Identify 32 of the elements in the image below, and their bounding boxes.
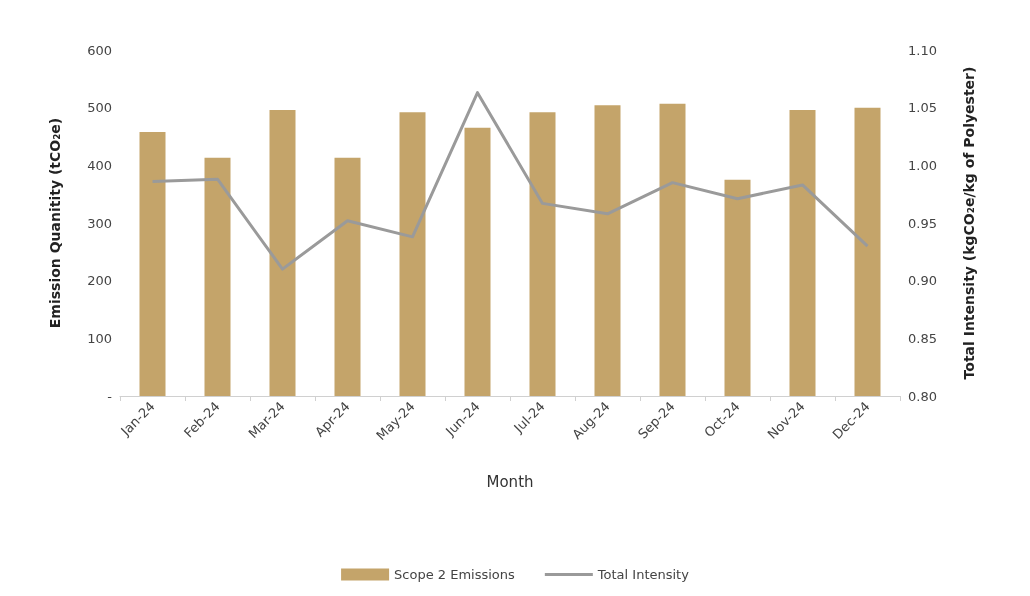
line-series [151, 91, 869, 271]
legend-label: Scope 2 Emissions [394, 567, 516, 582]
bar [139, 131, 166, 396]
y2-tick-label: 0.95 [908, 215, 937, 231]
y-tick-label: 200 [87, 273, 112, 289]
bar [594, 105, 621, 396]
y2-tick-label: 1.00 [908, 157, 937, 173]
y2-tick-label: 0.85 [908, 330, 937, 346]
y-tick-label: 500 [87, 100, 112, 116]
x-axis-title: Month [486, 472, 534, 491]
bar [854, 107, 881, 396]
bar [204, 157, 231, 396]
y2-tick-label: 0.90 [908, 273, 937, 289]
y-tick-label: - [107, 388, 113, 404]
y-tick-label: 300 [87, 215, 112, 231]
legend-label: Total Intensity [596, 567, 690, 582]
bar [334, 157, 361, 396]
y-tick-label: 400 [87, 157, 112, 173]
bar [399, 112, 426, 396]
y-axis-title: Emission Quanitity (tCO₂e) [47, 117, 63, 329]
bar [529, 112, 556, 396]
bar [269, 109, 296, 396]
bar [464, 127, 491, 396]
y-tick-label: 600 [87, 42, 112, 58]
y-tick-label: 100 [87, 330, 112, 346]
bar [789, 109, 816, 396]
y2-axis-title: Total Intensity (kgCO₂e/kg of Polyester) [961, 66, 977, 380]
y2-tick-label: 1.10 [908, 42, 937, 58]
y2-tick-label: 1.05 [908, 100, 937, 116]
bar [659, 103, 686, 396]
y2-tick-label: 0.80 [908, 388, 937, 404]
bar [724, 179, 751, 396]
